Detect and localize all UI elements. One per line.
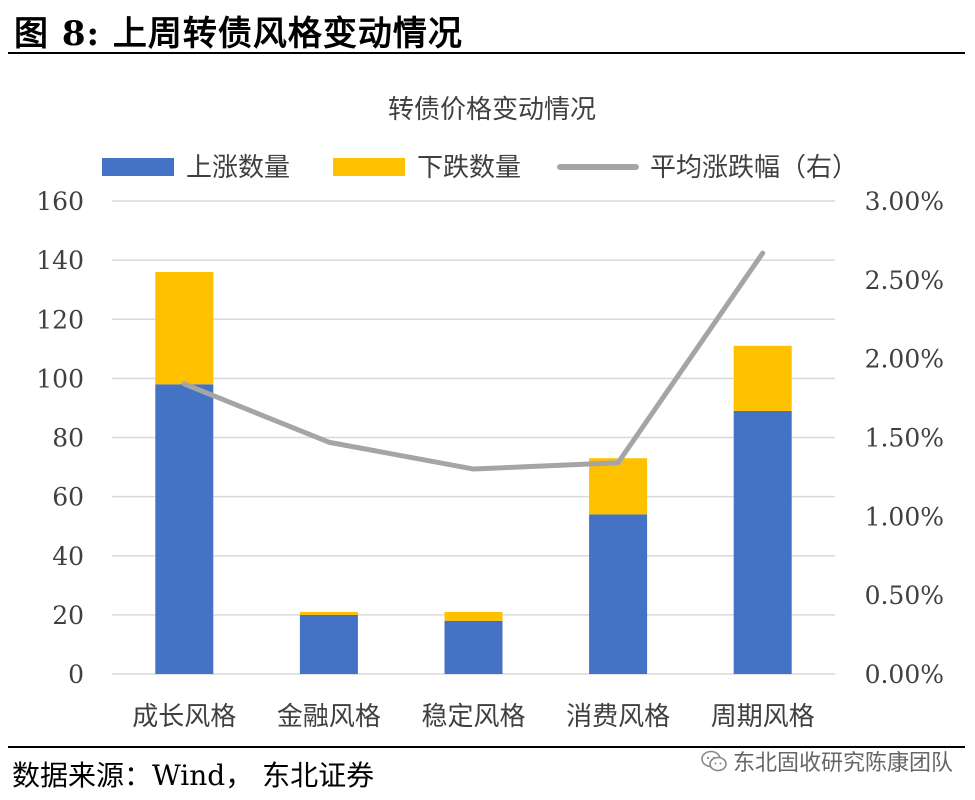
- y-right-tick-label: 1.50%: [865, 424, 944, 453]
- bars: [155, 271, 792, 674]
- legend-label: 下跌数量: [417, 153, 521, 183]
- x-tick-label: 周期风格: [711, 702, 815, 732]
- y-left-tick-label: 160: [36, 187, 84, 216]
- y-left-tick-label: 120: [36, 305, 84, 334]
- y-axis-right: 0.00% 0.50% 1.00% 1.50% 2.00% 2.50% 3.00%: [865, 187, 944, 689]
- gridlines: [112, 200, 835, 675]
- source-note: 数据来源：Wind， 东北证券: [12, 759, 375, 792]
- bar-up: [444, 620, 503, 674]
- legend-swatch: [102, 158, 174, 176]
- y-left-tick-label: 0: [68, 660, 84, 689]
- watermark: 东北固收研究陈康团队: [701, 746, 953, 776]
- wechat-icon: [701, 750, 727, 772]
- y-right-tick-label: 2.50%: [865, 266, 944, 295]
- line-avg-change: [181, 250, 766, 472]
- y-left-tick-label: 140: [36, 246, 84, 275]
- x-axis: 成长风格 金融风格 稳定风格 消费风格 周期风格: [132, 702, 814, 732]
- bar-up: [733, 410, 792, 674]
- y-right-tick-label: 1.00%: [865, 502, 944, 531]
- y-left-tick-label: 20: [52, 601, 84, 630]
- y-axis-left: 0 20 40 60 80 100 120 140 160: [36, 187, 84, 689]
- chart-title: 转债价格变动情况: [388, 95, 596, 125]
- legend: 上涨数量 下跌数量 平均涨跌幅（右）: [102, 153, 858, 183]
- bottom-rule: [8, 746, 965, 748]
- bar-down: [444, 611, 503, 621]
- x-tick-label: 稳定风格: [421, 702, 525, 732]
- bar-down: [589, 458, 648, 515]
- bar-up: [155, 384, 214, 674]
- y-left-tick-label: 80: [52, 424, 84, 453]
- y-left-tick-label: 60: [52, 483, 84, 512]
- y-left-tick-label: 100: [36, 364, 84, 393]
- x-tick-label: 消费风格: [566, 702, 670, 732]
- legend-swatch: [333, 158, 405, 176]
- chart: 0 20 40 60 80 100 120 140 160 0.00% 0.50% 1.00% 1.5…: [36, 95, 944, 732]
- bar-up: [589, 514, 648, 674]
- figure-header: 图 8: 上周转债风格变动情况: [8, 0, 965, 54]
- y-left-tick-label: 40: [52, 542, 84, 571]
- top-rule: [8, 52, 965, 54]
- bar-down: [733, 345, 792, 411]
- y-right-tick-label: 3.00%: [865, 187, 944, 216]
- bar-up: [299, 614, 358, 674]
- figure-title: 图 8: 上周转债风格变动情况: [14, 14, 463, 54]
- watermark-text: 东北固收研究陈康团队: [732, 751, 953, 776]
- legend-label: 上涨数量: [186, 153, 290, 183]
- line-series: [181, 250, 766, 472]
- x-tick-label: 成长风格: [132, 702, 236, 732]
- legend-label: 平均涨跌幅（右）: [650, 153, 858, 183]
- y-right-tick-label: 0.50%: [865, 581, 944, 610]
- y-right-tick-label: 0.00%: [865, 660, 944, 689]
- x-tick-label: 金融风格: [277, 702, 381, 732]
- bar-down: [155, 271, 214, 385]
- y-right-tick-label: 2.00%: [865, 345, 944, 374]
- bar-down: [299, 611, 358, 615]
